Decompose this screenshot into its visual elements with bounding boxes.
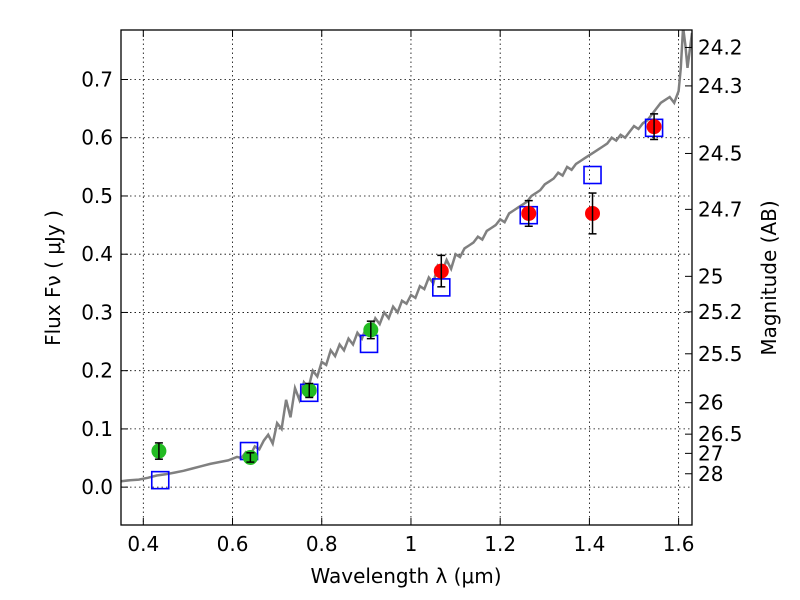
- grid-lines: [121, 30, 692, 525]
- y-axis-ticks: 0.0 0.1 0.2 0.3 0.4 0.5 0.6 0.7: [81, 68, 128, 499]
- photometry-points: [150, 113, 664, 490]
- right-tick-label: 25.5: [698, 342, 743, 366]
- model-square: [150, 470, 170, 490]
- y-tick-label: 0.0: [81, 475, 113, 499]
- x-tick-label: 1.2: [484, 532, 516, 556]
- right-tick-label: 27: [698, 441, 723, 465]
- right-tick-label: 24.3: [698, 74, 743, 98]
- y-tick-label: 0.7: [81, 68, 113, 92]
- right-tick-label: 26.5: [698, 422, 743, 446]
- y-axis-label: Flux Fν ( μJy ): [41, 210, 65, 346]
- x-tick-label: 0.8: [306, 532, 338, 556]
- right-tick-label: 25: [698, 264, 723, 288]
- y-tick-label: 0.5: [81, 184, 113, 208]
- x-axis-label: Wavelength λ (μm): [310, 564, 501, 588]
- x-tick-label: 1.4: [573, 532, 605, 556]
- model-square: [583, 165, 602, 185]
- right-tick-label: 26: [698, 391, 723, 415]
- right-tick-label: 24.2: [698, 35, 743, 59]
- x-axis-ticks: 0.4 0.6 0.8 1 1.2 1.4 1.6: [127, 30, 695, 556]
- right-axis-label: Magnitude (AB): [757, 200, 781, 355]
- right-tick-label: 24.5: [698, 141, 743, 165]
- y-tick-label: 0.4: [81, 242, 113, 266]
- right-tick-label: 28: [698, 462, 723, 486]
- plot-frame: [120, 29, 693, 526]
- y-tick-label: 0.1: [81, 417, 113, 441]
- x-tick-label: 0.4: [127, 532, 159, 556]
- y-tick-label: 0.6: [81, 126, 113, 150]
- y-tick-label: 0.2: [81, 359, 113, 383]
- x-tick-label: 0.6: [217, 532, 249, 556]
- x-tick-label: 1.6: [663, 532, 695, 556]
- x-tick-label: 1: [405, 532, 418, 556]
- right-tick-label: 25.2: [698, 300, 743, 324]
- right-tick-label: 24.7: [698, 197, 743, 221]
- y-tick-label: 0.3: [81, 300, 113, 324]
